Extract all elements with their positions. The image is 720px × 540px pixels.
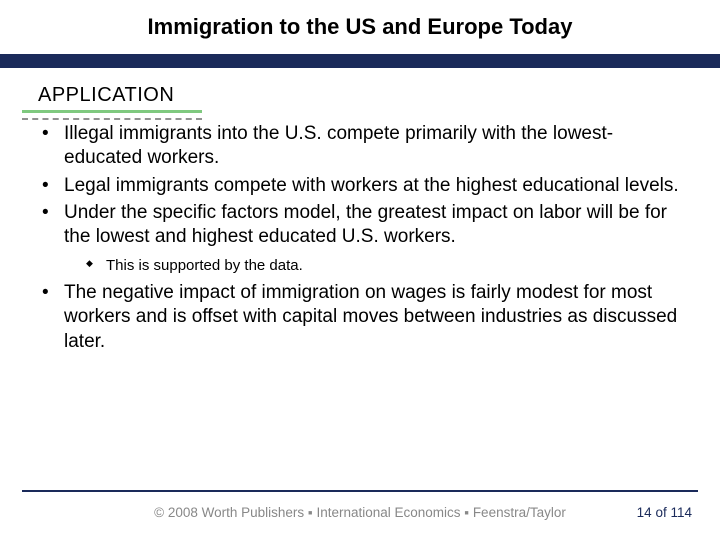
footer-divider bbox=[22, 490, 698, 492]
section-label: APPLICATION bbox=[38, 84, 174, 107]
list-item: The negative impact of immigration on wa… bbox=[38, 281, 688, 354]
page-joiner: of bbox=[652, 505, 671, 520]
page-number: 14 of 114 bbox=[637, 505, 692, 520]
bullet-text: Under the specific factors model, the gr… bbox=[64, 202, 667, 247]
sub-bullet-list: This is supported by the data. bbox=[64, 256, 688, 276]
list-item: Under the specific factors model, the gr… bbox=[38, 201, 688, 275]
bullet-text: Legal immigrants compete with workers at… bbox=[64, 175, 679, 196]
bullet-list: Illegal immigrants into the U.S. compete… bbox=[38, 122, 688, 354]
list-item: Illegal immigrants into the U.S. compete… bbox=[38, 122, 688, 171]
slide-title: Immigration to the US and Europe Today bbox=[0, 0, 720, 54]
title-underline-bar bbox=[0, 54, 720, 68]
content-area: Illegal immigrants into the U.S. compete… bbox=[38, 122, 688, 357]
bullet-text: The negative impact of immigration on wa… bbox=[64, 282, 677, 352]
page-current: 14 bbox=[637, 505, 652, 520]
slide: Immigration to the US and Europe Today A… bbox=[0, 0, 720, 540]
footer-copyright: © 2008 Worth Publishers ▪ International … bbox=[0, 505, 720, 520]
section-underline bbox=[22, 110, 202, 113]
section-dashed-line bbox=[22, 118, 202, 120]
sub-list-item: This is supported by the data. bbox=[64, 256, 688, 276]
list-item: Legal immigrants compete with workers at… bbox=[38, 174, 688, 198]
bullet-text: Illegal immigrants into the U.S. compete… bbox=[64, 123, 613, 168]
page-total: 114 bbox=[670, 505, 692, 520]
sub-bullet-text: This is supported by the data. bbox=[106, 257, 303, 274]
